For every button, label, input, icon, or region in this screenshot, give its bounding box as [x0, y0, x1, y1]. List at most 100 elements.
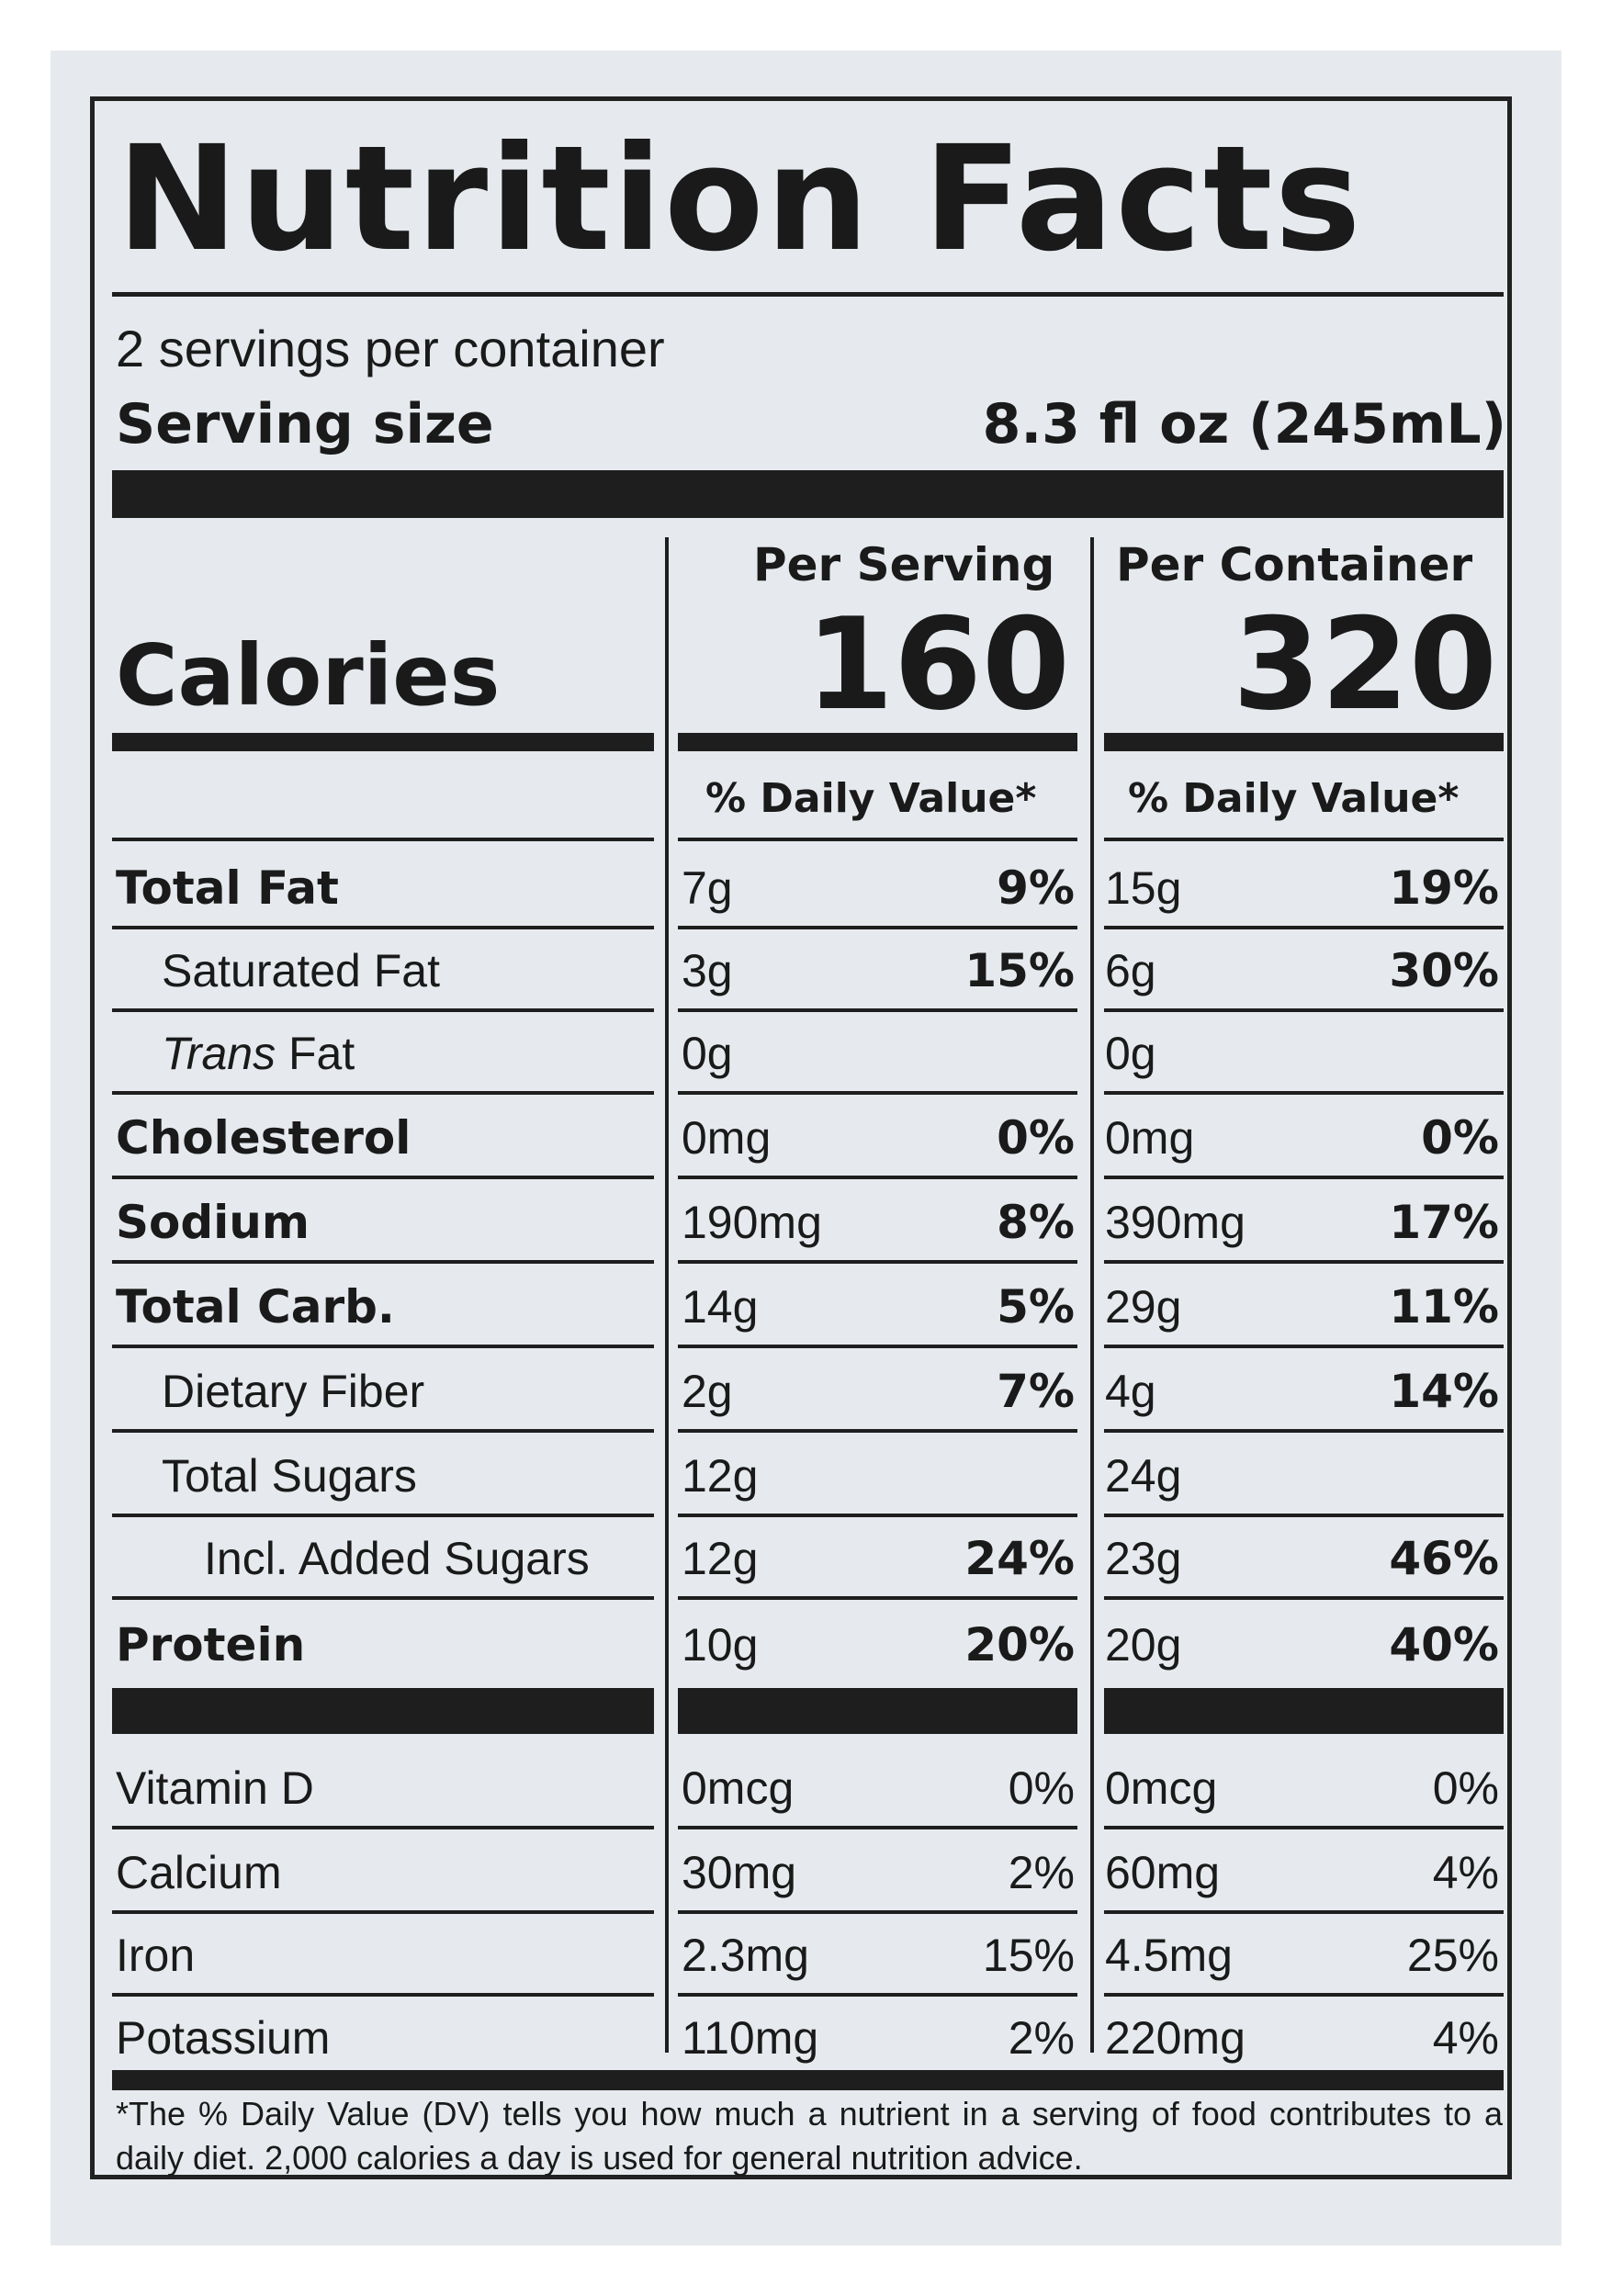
nutrient-divider-0 [112, 1429, 654, 1433]
nutrient-divider-0 [112, 1345, 654, 1348]
daily-value-heading-serving: % Daily Value* [705, 775, 1037, 822]
per-serving-amount: 2.3mg [682, 1930, 809, 1981]
nutrition-facts-title: Nutrition Facts [117, 115, 1363, 284]
per-serving-daily-value: 2% [1008, 1847, 1075, 1898]
per-container-amount: 0mg [1105, 1112, 1195, 1164]
nutrient-divider-2 [1104, 1345, 1504, 1348]
per-container-amount: 4g [1105, 1366, 1156, 1417]
vitamin-divider-0 [112, 1826, 654, 1829]
nutrient-divider-2 [1104, 1008, 1504, 1012]
per-serving-daily-value: 24% [964, 1532, 1075, 1585]
nutrient-name: Potassium [116, 2012, 331, 2064]
per-serving-amount: 12g [682, 1533, 759, 1584]
serving-size-value: 8.3 fl oz (245mL) [982, 392, 1506, 456]
calories-per-serving: 160 [805, 591, 1070, 738]
per-container-daily-value: 0% [1432, 1762, 1499, 1814]
vitamins-row: Potassium 110mg 2% 220mg 4% [0, 1993, 1612, 2077]
nutrient-name: Saturated Fat [162, 945, 440, 996]
vitamin-divider-0 [112, 1910, 654, 1914]
per-serving-amount: 14g [682, 1281, 759, 1333]
nutrient-name: Incl. Added Sugars [204, 1533, 590, 1584]
nutrient-divider-0 [112, 1008, 654, 1012]
per-serving-amount: 0g [682, 1028, 733, 1079]
nutrition-facts-panel [90, 96, 1512, 2179]
per-serving-amount: 0mg [682, 1112, 772, 1164]
nutrient-divider-2 [1104, 1429, 1504, 1433]
nutrient-divider-0 [112, 926, 654, 929]
per-container-daily-value: 4% [1432, 1847, 1499, 1898]
per-serving-daily-value: 9% [997, 861, 1075, 915]
per-serving-daily-value: 0% [1008, 1762, 1075, 1814]
per-container-daily-value: 46% [1389, 1532, 1499, 1585]
servings-per-container: 2 servings per container [116, 320, 665, 377]
dv-heading-underline-2 [1104, 838, 1504, 841]
column-divider-left [665, 537, 669, 2053]
per-container-daily-value: 30% [1389, 944, 1499, 997]
per-serving-amount: 7g [682, 862, 733, 914]
per-serving-daily-value: 7% [997, 1365, 1075, 1418]
per-container-daily-value: 17% [1389, 1196, 1499, 1249]
calories-label: Calories [116, 626, 501, 725]
per-container-daily-value: 14% [1389, 1365, 1499, 1418]
vitamins-row: Vitamin D 0mcg 0% 0mcg 0% [0, 1743, 1612, 1828]
nutrient-divider-2 [1104, 1260, 1504, 1264]
nutrient-divider-0 [112, 1596, 654, 1600]
protein-thick-bar-1 [678, 1688, 1077, 1734]
per-serving-daily-value: 5% [997, 1280, 1075, 1334]
vitamin-divider-2 [1104, 1993, 1504, 1997]
nutrient-name: Sodium [116, 1196, 310, 1249]
per-container-amount: 0mcg [1105, 1762, 1218, 1814]
nutrient-name: Total Sugars [162, 1450, 417, 1502]
per-container-daily-value: 40% [1389, 1618, 1499, 1671]
nutrient-name-suffix: Fat [276, 1028, 355, 1079]
per-container-amount: 6g [1105, 945, 1156, 996]
vitamin-divider-2 [1104, 1826, 1504, 1829]
nutrient-divider-1 [678, 1260, 1077, 1264]
per-serving-amount: 12g [682, 1450, 759, 1502]
nutrients-row: Protein 10g 20% 20g 40% [0, 1600, 1612, 1684]
nutrient-name: Trans Fat [162, 1030, 355, 1076]
nutrient-divider-0 [112, 1176, 654, 1179]
nutrients-row: Incl. Added Sugars 12g 24% 23g 46% [0, 1514, 1612, 1598]
column-divider-right [1090, 537, 1094, 2053]
per-serving-heading: Per Serving [753, 538, 1055, 591]
per-container-daily-value: 11% [1389, 1280, 1499, 1334]
per-container-daily-value: 25% [1406, 1930, 1499, 1981]
per-container-heading: Per Container [1116, 538, 1473, 591]
nutrient-name: Iron [116, 1930, 196, 1981]
nutrient-divider-1 [678, 1176, 1077, 1179]
nutrient-name: Dietary Fiber [162, 1366, 425, 1417]
nutrients-row: Saturated Fat 3g 15% 6g 30% [0, 926, 1612, 1010]
nutrient-name-italic: Trans [162, 1028, 276, 1079]
dv-heading-underline-0 [112, 838, 654, 841]
calories-bar-left [112, 733, 654, 751]
per-container-daily-value: 19% [1389, 861, 1499, 915]
nutrients-row: Total Fat 7g 9% 15g 19% [0, 843, 1612, 928]
nutrients-row: Cholesterol 0mg 0% 0mg 0% [0, 1093, 1612, 1177]
per-container-amount: 20g [1105, 1619, 1182, 1671]
nutrient-divider-2 [1104, 1514, 1504, 1517]
per-serving-daily-value: 20% [964, 1618, 1075, 1671]
vitamin-divider-1 [678, 1826, 1077, 1829]
nutrient-divider-1 [678, 1008, 1077, 1012]
nutrients-row: Total Carb. 14g 5% 29g 11% [0, 1262, 1612, 1346]
per-serving-amount: 2g [682, 1366, 733, 1417]
per-container-amount: 4.5mg [1105, 1930, 1233, 1981]
per-serving-daily-value: 15% [964, 944, 1075, 997]
nutrient-divider-1 [678, 926, 1077, 929]
nutrient-divider-0 [112, 1260, 654, 1264]
nutrient-divider-1 [678, 1345, 1077, 1348]
thick-bar-top [112, 470, 1504, 518]
vitamins-row: Calcium 30mg 2% 60mg 4% [0, 1828, 1612, 1912]
nutrient-divider-0 [112, 1091, 654, 1095]
per-serving-amount: 3g [682, 945, 733, 996]
nutrients-row: Sodium 190mg 8% 390mg 17% [0, 1177, 1612, 1262]
per-container-amount: 0g [1105, 1028, 1156, 1079]
per-container-daily-value: 4% [1432, 2012, 1499, 2064]
per-serving-amount: 110mg [682, 2012, 819, 2064]
daily-value-heading-container: % Daily Value* [1128, 775, 1460, 822]
per-serving-daily-value: 8% [997, 1196, 1075, 1249]
per-serving-amount: 30mg [682, 1847, 797, 1898]
nutrient-name: Calcium [116, 1847, 282, 1898]
nutrients-row: Trans Fat 0g 0g [0, 1008, 1612, 1093]
